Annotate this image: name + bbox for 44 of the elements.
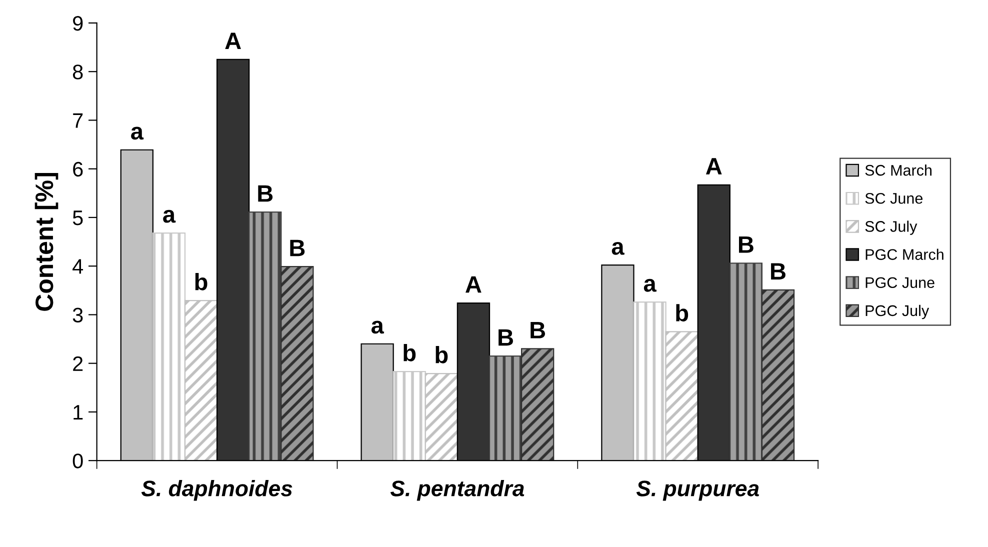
data-label: a — [644, 278, 656, 292]
data-label: A — [466, 276, 482, 293]
y-tick-label: 1 — [74, 405, 83, 420]
bar — [248, 212, 282, 461]
data-label: b — [436, 346, 448, 364]
bar — [521, 348, 554, 461]
legend-label: PGC June — [866, 277, 934, 288]
data-label: a — [612, 242, 624, 255]
data-label: b — [676, 304, 688, 322]
legend-label: SC July — [865, 220, 918, 235]
y-tick-label: 8 — [72, 64, 83, 80]
data-label: A — [225, 32, 241, 49]
legend-label: SC June — [865, 192, 922, 204]
data-label: A — [706, 158, 722, 174]
bar — [761, 289, 795, 461]
bar — [488, 355, 522, 461]
data-label: B — [771, 263, 786, 280]
y-tick-label: 6 — [73, 162, 83, 177]
legend-label: PGC March — [866, 248, 944, 260]
x-tick-label: S. pentandra — [390, 480, 524, 501]
legend-label: PGC July — [866, 304, 930, 320]
data-label: a — [371, 320, 384, 334]
data-label: B — [738, 236, 754, 253]
x-tick-label: S. purpurea — [636, 480, 759, 501]
bar — [280, 266, 314, 461]
legend-label: SC March — [865, 164, 932, 176]
data-label: b — [404, 344, 416, 362]
data-label: B — [258, 185, 273, 202]
x-tick-label: S. daphnoides — [141, 480, 292, 501]
bar — [729, 262, 763, 461]
y-tick-label: 2 — [73, 356, 83, 371]
y-tick-label: 9 — [73, 16, 83, 31]
y-tick-label: 4 — [72, 259, 84, 274]
y-tick-label: 0 — [72, 454, 83, 468]
y-axis-title: Content [%] — [34, 173, 58, 311]
data-label: a — [131, 126, 144, 140]
data-label: B — [498, 329, 513, 346]
data-label: a — [163, 210, 176, 223]
y-tick-label: 5 — [72, 210, 83, 226]
data-label: B — [290, 240, 305, 256]
y-tick-label: 3 — [72, 308, 83, 322]
data-label: B — [530, 322, 546, 338]
data-label: b — [195, 273, 208, 290]
y-tick-label: 7 — [73, 113, 83, 128]
